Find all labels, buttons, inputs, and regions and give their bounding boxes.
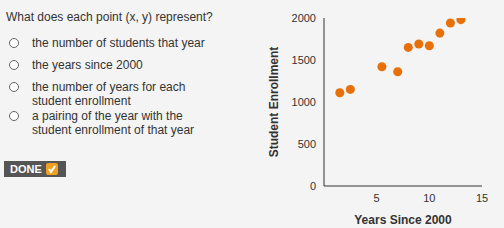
html-text:the years since 2000: the years since 2000	[32, 58, 143, 72]
svg-text:5: 5	[374, 192, 380, 204]
svg-text:500: 500	[298, 138, 316, 150]
html-text:a pairing of the year with the: a pairing of the year with the student e…	[32, 109, 195, 137]
html-text:DONE: DONE	[10, 163, 42, 175]
svg-text:0: 0	[310, 180, 316, 192]
html-text:the number of years for each s: the number of years for each student enr…	[32, 80, 186, 108]
svg-text:Student Enrollment: Student Enrollment	[267, 47, 281, 158]
svg-text:1500: 1500	[292, 54, 316, 66]
svg-text:2000: 2000	[292, 12, 316, 24]
svg-text:Years Since 2000: Years Since 2000	[354, 213, 452, 227]
html-text:the number of students that ye: the number of students that year	[32, 36, 205, 50]
svg-text:1000: 1000	[292, 96, 316, 108]
svg-text:10: 10	[423, 192, 435, 204]
html-text:What does each point (x, y) re: What does each point (x, y) represent?	[6, 10, 213, 24]
svg-text:15: 15	[476, 192, 488, 204]
